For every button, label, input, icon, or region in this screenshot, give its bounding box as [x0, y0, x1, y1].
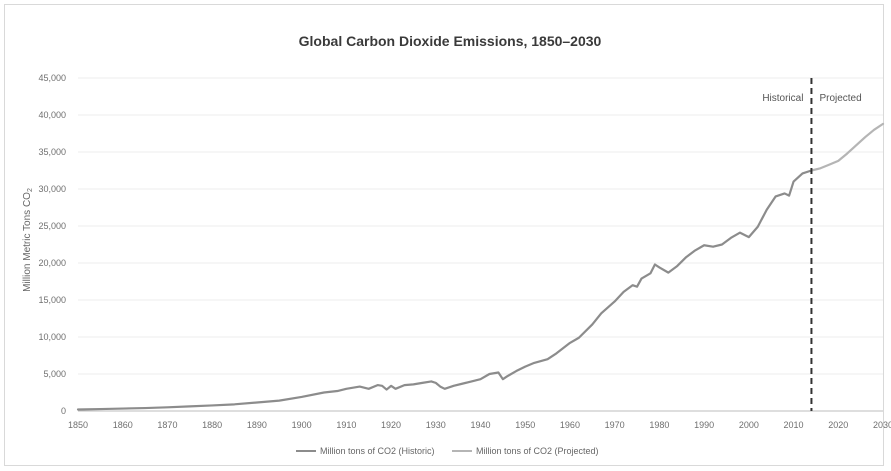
x-tick-label: 1980	[649, 420, 669, 430]
x-tick-label: 2000	[739, 420, 759, 430]
legend-label-projected: Million tons of CO2 (Projected)	[476, 446, 599, 456]
x-tick-label: 1960	[560, 420, 580, 430]
x-tick-label: 1910	[336, 420, 356, 430]
x-tick-label: 2020	[828, 420, 848, 430]
x-tick-label: 1860	[113, 420, 133, 430]
legend-label-historic: Million tons of CO2 (Historic)	[320, 446, 435, 456]
series-line-projected	[810, 122, 885, 172]
x-tick-label: 1940	[470, 420, 490, 430]
series-lines	[76, 122, 885, 411]
x-axis-ticks: 1850 1860 1870 1880 1890 1900 1910 1920 1930 1940…	[68, 420, 891, 430]
y-tick-label: 10,000	[38, 332, 66, 342]
x-tick-label: 1870	[157, 420, 177, 430]
y-tick-label: 25,000	[38, 221, 66, 231]
x-tick-label: 1900	[292, 420, 312, 430]
x-tick-label: 1950	[515, 420, 535, 430]
y-tick-label: 30,000	[38, 184, 66, 194]
x-tick-label: 1990	[694, 420, 714, 430]
x-tick-label: 1920	[381, 420, 401, 430]
y-axis-title-subscript: 2	[27, 188, 34, 192]
y-tick-label: 0	[61, 406, 66, 416]
x-tick-label: 1880	[202, 420, 222, 430]
series-line-historic	[76, 169, 813, 411]
y-axis-title-main: Million Metric Tons CO	[22, 192, 33, 292]
projected-annotation: Projected	[819, 93, 861, 104]
legend: Million tons of CO2 (Historic) Million t…	[296, 446, 599, 456]
y-axis-title: Million Metric Tons CO2	[22, 188, 34, 292]
y-tick-label: 35,000	[38, 147, 66, 157]
historical-annotation: Historical	[762, 93, 803, 104]
x-tick-label: 2030	[873, 420, 891, 430]
y-tick-label: 20,000	[38, 258, 66, 268]
x-tick-label: 1930	[426, 420, 446, 430]
y-axis-ticks: 0 5,000 10,000 15,000 20,000 25,000 30,000 35,0…	[38, 73, 66, 416]
x-tick-label: 2010	[784, 420, 804, 430]
y-tick-label: 5,000	[43, 369, 66, 379]
chart-title: Global Carbon Dioxide Emissions, 1850–20…	[299, 33, 602, 49]
gridlines	[78, 77, 883, 412]
y-tick-label: 15,000	[38, 295, 66, 305]
x-tick-label: 1970	[605, 420, 625, 430]
x-tick-label: 1850	[68, 420, 88, 430]
y-tick-label: 40,000	[38, 110, 66, 120]
y-tick-label: 45,000	[38, 73, 66, 83]
x-tick-label: 1890	[247, 420, 267, 430]
